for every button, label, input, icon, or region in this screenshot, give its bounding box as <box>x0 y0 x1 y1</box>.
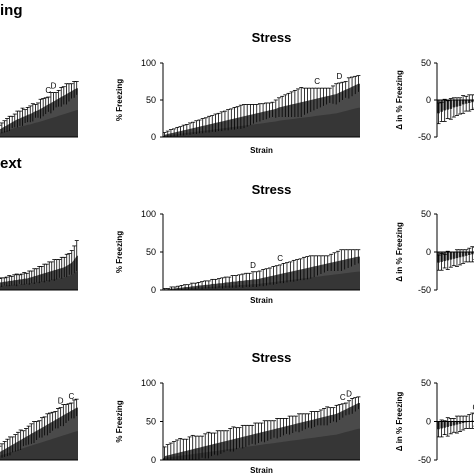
chart-panel-9: Δ in % Freezing 50 0 -50 C <box>395 378 474 465</box>
x-axis-label: Strain <box>250 146 273 155</box>
chart-panel-2: Stress % Freezing 0 50 100 Strain C D <box>115 30 361 155</box>
y-axis-label: % Freezing <box>115 231 124 273</box>
panel-title: Stress <box>252 30 292 45</box>
y-axis-label: Δ in % Freezing <box>395 392 404 452</box>
series-area-shade <box>0 110 78 137</box>
strain-marker: D <box>336 72 342 81</box>
panel-title: Stress <box>252 182 292 197</box>
y-tick-label: 50 <box>146 95 156 105</box>
y-tick-label: 50 <box>421 58 431 68</box>
strain-marker: C <box>340 393 346 402</box>
y-tick-label: 50 <box>146 247 156 257</box>
y-tick-label: -50 <box>418 132 431 142</box>
x-axis-label: Strain <box>250 296 273 305</box>
series-area-shade <box>163 107 360 137</box>
y-tick-label: 0 <box>426 95 431 105</box>
y-tick-label: 100 <box>141 58 156 68</box>
strain-marker: C <box>277 254 283 263</box>
chart-panel-3: Δ in % Freezing 50 0 -50 <box>395 58 474 142</box>
strain-marker: C <box>68 392 74 401</box>
y-tick-label: 50 <box>421 378 431 388</box>
y-tick-label: 0 <box>151 455 156 465</box>
y-axis-label: % Freezing <box>115 400 124 442</box>
y-tick-label: 100 <box>141 209 156 219</box>
chart-panel-5: Stress % Freezing 0 50 100 Strain D C <box>115 182 361 305</box>
y-tick-label: 0 <box>151 285 156 295</box>
y-axis-label: Δ in % Freezing <box>395 70 404 130</box>
y-axis-label: % Freezing <box>115 79 124 121</box>
strain-marker: D <box>250 261 256 270</box>
chart-panel-7: DC <box>0 392 79 461</box>
y-tick-label: 50 <box>421 209 431 219</box>
section-label-2: ext <box>0 155 22 172</box>
strain-marker: C <box>45 86 51 95</box>
chart-panel-4 <box>0 240 79 291</box>
series-area-shade <box>163 271 360 290</box>
y-tick-label: 100 <box>141 378 156 388</box>
y-tick-label: 0 <box>426 247 431 257</box>
series-area-shade <box>0 271 78 290</box>
y-tick-label: -50 <box>418 285 431 295</box>
y-tick-label: 0 <box>426 417 431 427</box>
strain-marker: D <box>51 82 57 91</box>
strain-marker: C <box>473 403 474 412</box>
series-area-shade <box>163 428 360 460</box>
y-axis-label: Δ in % Freezing <box>395 222 404 282</box>
chart-panel-8: Stress % Freezing 0 50 100 Strain C D <box>115 350 361 474</box>
x-axis-label: Strain <box>250 466 273 474</box>
series-area-shade <box>0 431 78 460</box>
y-tick-label: 0 <box>151 132 156 142</box>
strain-marker: C <box>314 77 320 86</box>
section-label-1: ing <box>0 2 23 19</box>
panel-title: Stress <box>252 350 292 365</box>
chart-panel-6: Δ in % Freezing 50 0 -50 <box>395 209 474 295</box>
y-tick-label: -50 <box>418 455 431 465</box>
strain-marker: D <box>346 390 352 399</box>
strain-marker: D <box>58 397 64 406</box>
y-tick-label: 50 <box>146 417 156 427</box>
